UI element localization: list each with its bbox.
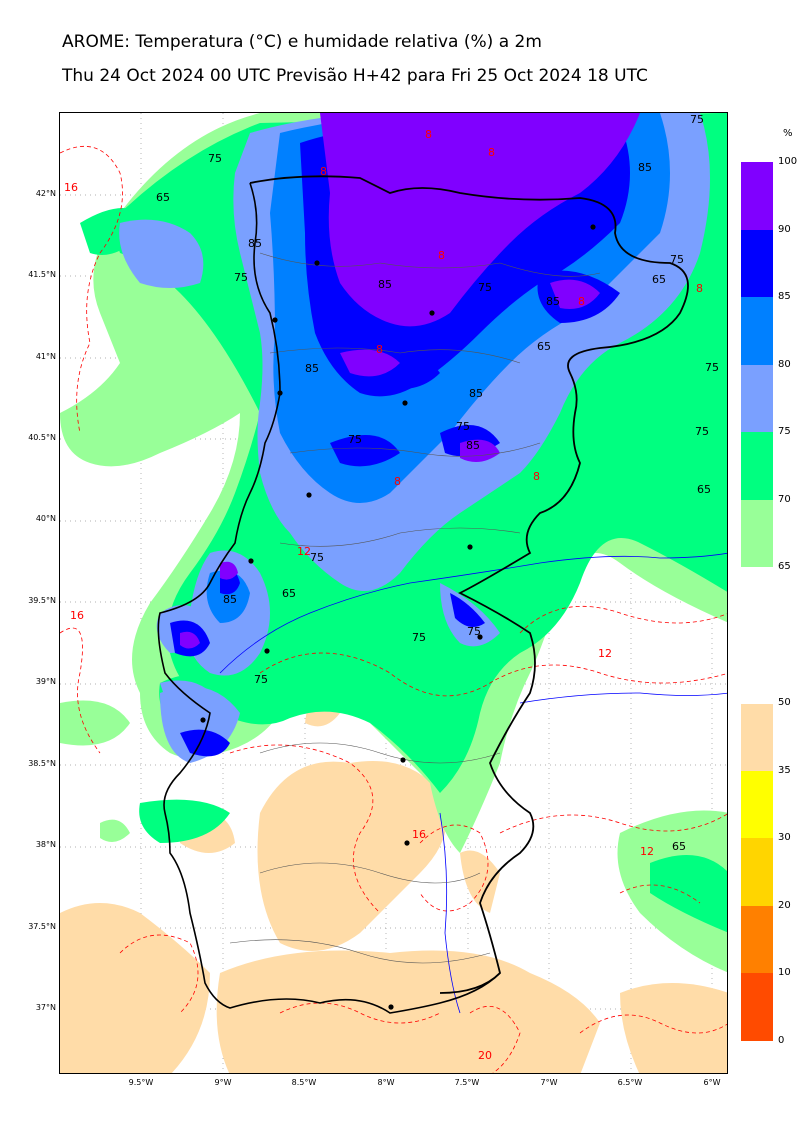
- rh-label-65: 65: [697, 483, 711, 496]
- rh-label-75: 75: [467, 625, 481, 638]
- rh-label-65: 65: [652, 273, 666, 286]
- rh-label-75: 75: [348, 433, 362, 446]
- admin-borders: [229, 252, 601, 964]
- t-label-8: 8: [376, 343, 383, 356]
- lon-label: 8.5°W: [291, 1078, 317, 1087]
- humidity-legend-band-65-70: [741, 500, 773, 567]
- city-markers: [200, 224, 596, 1010]
- t-label-8: 8: [438, 249, 445, 262]
- lat-label: 38°N: [35, 840, 56, 849]
- humidity-contour-labels: 75 65 75 85 85 75 85 65 65 75 85 75 75 7…: [156, 113, 719, 853]
- lat-label: 42°N: [35, 189, 56, 198]
- lat-label: 41.5°N: [28, 270, 56, 279]
- rh-label-75: 75: [310, 551, 324, 564]
- rh-label-75: 75: [254, 673, 268, 686]
- humidity-legend-band-70-75: [741, 432, 773, 500]
- lon-label: 6.5°W: [617, 1078, 643, 1087]
- rh-label-75: 75: [705, 361, 719, 374]
- lat-label: 40°N: [35, 514, 56, 523]
- rh-label-85: 85: [378, 278, 392, 291]
- rh-label-85: 85: [466, 439, 480, 452]
- humidity-legend-band-90-100: [741, 162, 773, 230]
- rh-label-85: 85: [546, 295, 560, 308]
- country-border: [249, 175, 689, 994]
- humidity-legend-tick: 75: [778, 426, 791, 437]
- rh-label-85: 85: [305, 362, 319, 375]
- map-panel: 75 65 75 85 85 75 85 65 65 75 85 75 75 7…: [59, 112, 728, 1074]
- lat-label: 37.5°N: [28, 922, 56, 931]
- humidity-legend-tick: 70: [778, 494, 791, 505]
- rh-label-75: 75: [456, 420, 470, 433]
- rh-label-85: 85: [223, 593, 237, 606]
- t-label-12: 12: [598, 647, 612, 660]
- t-label-16: 16: [70, 609, 84, 622]
- rh-label-65: 65: [537, 340, 551, 353]
- t-label-8: 8: [488, 146, 495, 159]
- t-label-8: 8: [425, 128, 432, 141]
- forecast-map: 75 65 75 85 85 75 85 65 65 75 85 75 75 7…: [60, 113, 727, 1073]
- humidity-shading-90: [180, 113, 640, 649]
- t-label-16: 16: [412, 828, 426, 841]
- coastline: [157, 182, 501, 1014]
- lat-label: 39°N: [35, 677, 56, 686]
- t-label-8: 8: [394, 475, 401, 488]
- lat-label: 39.5°N: [28, 596, 56, 605]
- rh-label-75: 75: [478, 281, 492, 294]
- temperature-legend-tick: 50: [778, 697, 791, 708]
- lon-label: 9.5°W: [128, 1078, 154, 1087]
- rh-label-75: 75: [208, 152, 222, 165]
- temperature-legend-tick: 10: [778, 967, 791, 978]
- humidity-legend-tick: 65: [778, 561, 791, 572]
- lon-label: 9°W: [214, 1078, 232, 1087]
- lon-label: 7.5°W: [454, 1078, 480, 1087]
- temperature-legend-tick: 0: [778, 1035, 785, 1046]
- humidity-legend-band-80-85: [741, 297, 773, 365]
- chart-subtitle: Thu 24 Oct 2024 00 UTC Previsão H+42 par…: [62, 66, 648, 86]
- chart-title: AROME: Temperatura (°C) e humidade relat…: [62, 32, 542, 52]
- rh-label-75: 75: [690, 113, 704, 126]
- temperature-legend-band-20-30: [741, 838, 773, 906]
- t-label-12: 12: [640, 845, 654, 858]
- t-label-8: 8: [696, 282, 703, 295]
- t-label-8: 8: [533, 470, 540, 483]
- lat-label: 37°N: [35, 1003, 56, 1012]
- rh-label-65: 65: [156, 191, 170, 204]
- temperature-contour-labels: 16 16 16 12 12 12 20 8 8 8 8 8 8 8 8 8: [64, 128, 703, 1062]
- t-label-20: 20: [478, 1049, 492, 1062]
- lon-label: 6°W: [703, 1078, 721, 1087]
- rh-label-65: 65: [672, 840, 686, 853]
- temperature-legend-band-35-50: [741, 704, 773, 771]
- temperature-legend-tick: 30: [778, 832, 791, 843]
- rh-label-85: 85: [638, 161, 652, 174]
- rh-label-75: 75: [670, 253, 684, 266]
- rh-label-75: 75: [412, 631, 426, 644]
- humidity-legend-unit: %: [783, 128, 793, 139]
- temperature-legend-band-0-10: [741, 973, 773, 1041]
- t-label-8: 8: [320, 165, 327, 178]
- humidity-legend-tick: 90: [778, 224, 791, 235]
- rh-label-85: 85: [248, 237, 262, 250]
- lat-label: 41°N: [35, 352, 56, 361]
- rh-label-85: 85: [469, 387, 483, 400]
- t-label-12: 12: [297, 545, 311, 558]
- lon-label: 8°W: [377, 1078, 395, 1087]
- lon-label: 7°W: [540, 1078, 558, 1087]
- lat-label: 40.5°N: [28, 433, 56, 442]
- rh-label-75: 75: [695, 425, 709, 438]
- t-label-8: 8: [578, 295, 585, 308]
- temperature-contours: [60, 145, 727, 1073]
- rh-label-65: 65: [282, 587, 296, 600]
- temperature-legend-band-30-35: [741, 771, 773, 838]
- t-label-16: 16: [64, 181, 78, 194]
- humidity-legend-tick: 85: [778, 291, 791, 302]
- humidity-legend-band-75-80: [741, 365, 773, 432]
- temperature-legend-band-10-20: [741, 906, 773, 973]
- rh-label-75: 75: [234, 271, 248, 284]
- humidity-legend-band-85-90: [741, 230, 773, 297]
- humidity-legend-tick: 100: [778, 156, 798, 167]
- temperature-legend-tick: 35: [778, 765, 791, 776]
- temperature-legend-tick: 20: [778, 900, 791, 911]
- humidity-legend-tick: 80: [778, 359, 791, 370]
- lat-label: 38.5°N: [28, 759, 56, 768]
